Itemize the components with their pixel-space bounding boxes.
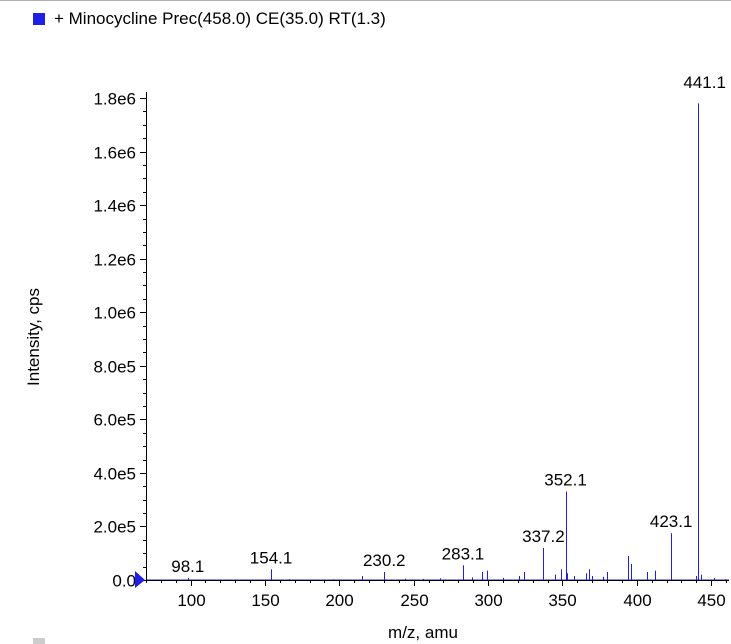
x-tick-label: 450	[697, 591, 725, 610]
y-axis-label: Intensity, cps	[24, 288, 43, 386]
legend-label: + Minocycline Prec(458.0) CE(35.0) RT(1.…	[54, 9, 386, 28]
y-tick-label: 4.0e5	[93, 465, 136, 484]
y-tick-label: 6.0e5	[93, 411, 136, 430]
origin-marker-icon	[135, 571, 145, 588]
peak-label: 230.2	[363, 551, 406, 570]
peak-label: 441.1	[683, 73, 726, 92]
x-tick-label: 200	[325, 591, 353, 610]
x-tick-label: 400	[623, 591, 651, 610]
top-border-line	[0, 0, 731, 1]
legend: + Minocycline Prec(458.0) CE(35.0) RT(1.…	[33, 8, 386, 30]
y-tick-label: 1.8e6	[93, 90, 136, 109]
y-tick-label: 2.0e5	[93, 518, 136, 537]
x-tick-label: 300	[474, 591, 502, 610]
x-tick-label: 250	[400, 591, 428, 610]
peak-label: 98.1	[171, 557, 204, 576]
x-tick-label: 100	[177, 591, 205, 610]
peak-label: 352.1	[544, 471, 587, 490]
peak-labels-layer: 98.1 154.1 230.2 283.1 337.2 352.1 423.1 441.1	[171, 73, 726, 576]
y-tick-label: 1.0e6	[93, 304, 136, 323]
x-tick-label: 150	[251, 591, 279, 610]
peak-label: 283.1	[442, 544, 485, 563]
bottom-legend-swatch	[33, 638, 45, 644]
y-tick-label: 1.2e6	[93, 251, 136, 270]
x-tick-label: 350	[548, 591, 576, 610]
peaks-layer	[146, 103, 729, 581]
axes-layer: 0.0 2.0e5 4.0e5 6.0e5 8.0e5 1.0e6 1.2e6 1.4e6 1.…	[93, 90, 729, 610]
y-tick-label: 1.4e6	[93, 197, 136, 216]
y-tick-label: 1.6e6	[93, 144, 136, 163]
peak-label: 154.1	[250, 548, 293, 567]
peak-label: 337.2	[522, 527, 565, 546]
y-tick-label: 8.0e5	[93, 358, 136, 377]
legend-swatch	[33, 13, 45, 25]
y-tick-label: 0.0	[112, 572, 136, 591]
x-axis-label: m/z, amu	[388, 623, 458, 642]
peak-label: 423.1	[650, 512, 693, 531]
